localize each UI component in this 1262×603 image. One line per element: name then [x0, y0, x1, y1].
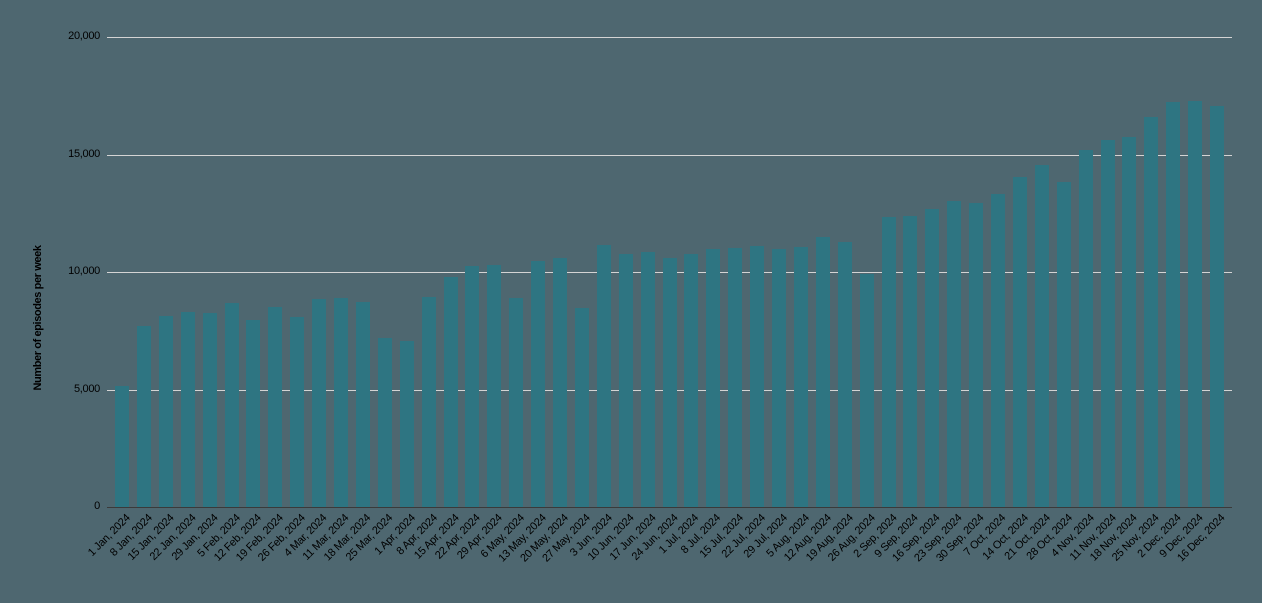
bar [465, 265, 480, 507]
bar [224, 302, 239, 507]
bar [1166, 102, 1181, 507]
bar [115, 386, 129, 507]
bar [618, 253, 633, 507]
bar [158, 315, 173, 507]
y-tick-label: 15,000 [68, 148, 100, 160]
bar [793, 247, 808, 507]
bar [750, 245, 765, 507]
bar [1122, 137, 1137, 507]
bar [903, 216, 918, 507]
bar [421, 296, 436, 507]
bar [991, 194, 1005, 507]
bar [1188, 100, 1203, 507]
bar [1012, 177, 1027, 507]
bar [136, 326, 151, 507]
gridline [107, 37, 1232, 38]
y-tick-label: 10,000 [68, 265, 100, 277]
bar [947, 201, 962, 507]
bar [399, 341, 414, 507]
bar [596, 245, 611, 507]
bar [443, 276, 458, 507]
bar [377, 338, 392, 507]
bar [1210, 106, 1224, 507]
bar [487, 264, 502, 507]
bar [355, 302, 370, 507]
y-tick-label: 0 [94, 500, 100, 512]
bar [1034, 165, 1049, 507]
bar [246, 319, 261, 507]
bar [202, 312, 217, 507]
bar [509, 298, 524, 507]
y-axis-label: Number of episodes per week [32, 245, 44, 391]
bar [312, 299, 327, 507]
bar [640, 252, 655, 507]
bar [1144, 116, 1159, 507]
bar [334, 298, 348, 507]
bar [837, 241, 852, 507]
bar [180, 312, 195, 507]
bar [859, 274, 874, 507]
bar [706, 249, 721, 507]
bar [881, 217, 896, 507]
bar [268, 307, 283, 507]
bar [553, 257, 567, 507]
bar [1056, 182, 1071, 507]
bar [772, 249, 786, 507]
gridline [107, 155, 1232, 156]
bar [531, 261, 546, 507]
bar [925, 209, 940, 507]
bar [290, 316, 305, 507]
bar [574, 308, 589, 507]
bar [684, 253, 699, 507]
bar [662, 257, 677, 507]
bar [815, 237, 830, 507]
y-tick-label: 20,000 [68, 30, 100, 42]
bar [969, 202, 984, 507]
bar [1078, 150, 1093, 507]
x-axis-baseline [107, 507, 1232, 508]
bar [728, 248, 743, 507]
y-tick-label: 5,000 [73, 383, 100, 395]
bar [1100, 139, 1115, 507]
